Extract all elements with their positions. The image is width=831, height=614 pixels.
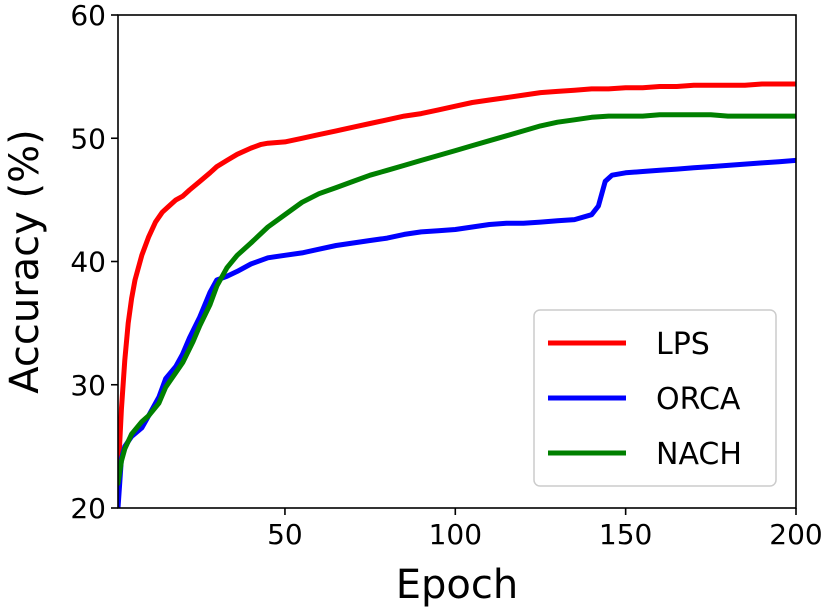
y-tick-label: 50 xyxy=(70,122,106,155)
ticks-layer: 50 100 150 200 20 30 40 50 60 xyxy=(70,0,822,551)
x-tick-label: 50 xyxy=(267,518,303,551)
y-tick-label: 60 xyxy=(70,0,106,32)
x-axis-label: Epoch xyxy=(396,562,518,608)
y-axis-label: Accuracy (%) xyxy=(2,129,48,394)
legend: LPS ORCA NACH xyxy=(533,309,777,487)
legend-box xyxy=(533,309,777,487)
series-line-orca xyxy=(118,157,796,508)
series-line-lps xyxy=(118,81,796,480)
x-tick-label: 200 xyxy=(769,518,822,551)
legend-label-nach: NACH xyxy=(656,437,742,472)
x-tick-label: 100 xyxy=(429,518,482,551)
y-tick-label: 40 xyxy=(70,246,106,279)
legend-label-lps: LPS xyxy=(656,327,710,362)
y-tick-label: 30 xyxy=(70,369,106,402)
series-line-nach xyxy=(118,112,796,486)
legend-label-orca: ORCA xyxy=(656,382,741,417)
x-tick-label: 150 xyxy=(599,518,652,551)
series-layer xyxy=(118,81,796,508)
y-tick-label: 20 xyxy=(70,492,106,525)
